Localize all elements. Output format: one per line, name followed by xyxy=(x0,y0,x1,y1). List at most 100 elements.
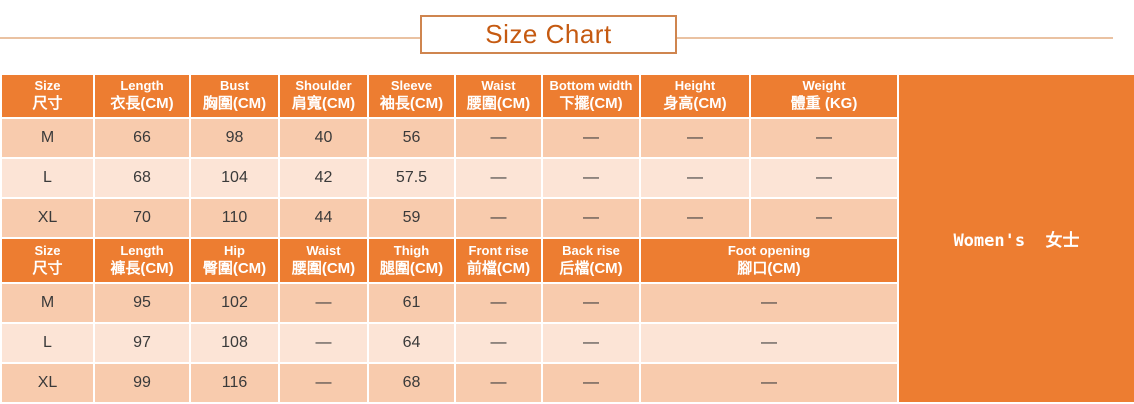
header-zh: 臀圍(CM) xyxy=(202,259,267,277)
table-cell: 95 xyxy=(93,281,191,324)
column-header-hip: Hip 臀圍(CM) xyxy=(189,237,280,284)
table-cell: 59 xyxy=(367,197,456,240)
table-cell: — xyxy=(541,197,641,240)
table-row-bottom-m: M 95 102 — 61 — — — xyxy=(0,281,1134,324)
header-zh: 肩寬(CM) xyxy=(291,95,356,113)
header-zh: 腰圍(CM) xyxy=(291,259,356,277)
table-row-bottom-xl: XL 99 116 — 68 — — — xyxy=(0,361,1134,404)
header-en: Length xyxy=(120,78,164,94)
header-zh: 尺寸 xyxy=(32,95,63,113)
table-cell: 104 xyxy=(189,157,280,200)
table-cell: — xyxy=(749,157,899,200)
header-zh: 身高(CM) xyxy=(663,95,727,113)
table-cell: — xyxy=(749,197,899,240)
table-cell: 61 xyxy=(367,281,456,324)
size-chart-table: Size 尺寸 Length 衣長(CM) Bust 胸圍(CM) Should… xyxy=(0,72,1134,404)
header-zh: 腰圍(CM) xyxy=(466,95,531,113)
header-zh: 腳口(CM) xyxy=(737,259,801,277)
header-en: Waist xyxy=(481,78,516,94)
table-cell: 68 xyxy=(93,157,191,200)
header-en: Back rise xyxy=(562,242,620,258)
table-row-top-xl: XL 70 110 44 59 — — — — xyxy=(0,197,1134,240)
header-zh: 尺寸 xyxy=(32,259,63,277)
header-en: Size xyxy=(34,242,61,258)
size-cell: L xyxy=(0,157,95,200)
column-header-front-rise: Front rise 前檔(CM) xyxy=(454,237,543,284)
table-cell: 70 xyxy=(93,197,191,240)
table-cell: — xyxy=(454,281,543,324)
page-title: Size Chart xyxy=(485,19,612,49)
header-en: Weight xyxy=(802,78,846,94)
header-en: Length xyxy=(120,242,164,258)
header-zh: 胸圍(CM) xyxy=(202,95,267,113)
header-en: Hip xyxy=(224,242,245,258)
table-cell: — xyxy=(454,117,543,160)
table-cell: 40 xyxy=(278,117,369,160)
table-cell: 64 xyxy=(367,321,456,364)
table-cell: 42 xyxy=(278,157,369,200)
table-cell: — xyxy=(541,321,641,364)
header-zh: 下擺(CM) xyxy=(559,95,623,113)
table-cell: — xyxy=(454,157,543,200)
column-header-sleeve: Sleeve 袖長(CM) xyxy=(367,72,456,120)
table-cell: — xyxy=(639,197,751,240)
header-en: Waist xyxy=(306,242,341,258)
table-cell: — xyxy=(278,361,369,404)
header-zh: 體重 (KG) xyxy=(790,95,858,113)
header-en: Thigh xyxy=(393,242,430,258)
bottom-header-row: Size 尺寸 Length 褲長(CM) Hip 臀圍(CM) Waist 腰… xyxy=(0,237,1134,284)
header-zh: 腿圍(CM) xyxy=(379,259,444,277)
table-cell: 108 xyxy=(189,321,280,364)
table-cell: 56 xyxy=(367,117,456,160)
column-header-pants-length: Length 褲長(CM) xyxy=(93,237,191,284)
column-header-waist: Waist 腰圍(CM) xyxy=(454,72,543,120)
header-en: Foot opening xyxy=(727,242,811,258)
table-cell: — xyxy=(639,117,751,160)
table-cell: — xyxy=(639,321,899,364)
header-en: Front rise xyxy=(468,242,529,258)
womens-panel: Women's 女士 xyxy=(897,73,1134,404)
table-cell: — xyxy=(278,281,369,324)
title-band: Size Chart xyxy=(0,0,1134,73)
table-cell: — xyxy=(541,281,641,324)
table-cell: 66 xyxy=(93,117,191,160)
size-cell: XL xyxy=(0,197,95,240)
size-cell: L xyxy=(0,321,95,364)
column-header-bust: Bust 胸圍(CM) xyxy=(189,72,280,120)
table-cell: 99 xyxy=(93,361,191,404)
table-cell: — xyxy=(639,361,899,404)
column-header-back-rise: Back rise 后檔(CM) xyxy=(541,237,641,284)
table-cell: — xyxy=(278,321,369,364)
header-en: Height xyxy=(674,78,716,94)
column-header-size: Size 尺寸 xyxy=(0,237,95,284)
table-cell: — xyxy=(639,157,751,200)
column-header-shoulder: Shoulder 肩寬(CM) xyxy=(278,72,369,120)
header-en: Size xyxy=(34,78,61,94)
size-cell: XL xyxy=(0,361,95,404)
column-header-weight: Weight 體重 (KG) xyxy=(749,72,899,120)
table-cell: 98 xyxy=(189,117,280,160)
table-cell: 110 xyxy=(189,197,280,240)
table-cell: 68 xyxy=(367,361,456,404)
table-row-top-l: L 68 104 42 57.5 — — — — xyxy=(0,157,1134,200)
table-row-bottom-l: L 97 108 — 64 — — — xyxy=(0,321,1134,364)
table-row-top-m: M 66 98 40 56 — — — — xyxy=(0,117,1134,160)
column-header-foot-opening: Foot opening 腳口(CM) xyxy=(639,237,899,284)
column-header-size: Size 尺寸 xyxy=(0,72,95,120)
header-zh: 衣長(CM) xyxy=(110,95,174,113)
header-zh: 前檔(CM) xyxy=(466,259,531,277)
table-cell: — xyxy=(541,117,641,160)
table-cell: 102 xyxy=(189,281,280,324)
table-cell: — xyxy=(749,117,899,160)
header-zh: 后檔(CM) xyxy=(559,259,623,277)
size-cell: M xyxy=(0,281,95,324)
table-cell: 97 xyxy=(93,321,191,364)
table-cell: 57.5 xyxy=(367,157,456,200)
size-cell: M xyxy=(0,117,95,160)
table-cell: 44 xyxy=(278,197,369,240)
top-header-row: Size 尺寸 Length 衣長(CM) Bust 胸圍(CM) Should… xyxy=(0,72,1134,404)
header-en: Sleeve xyxy=(390,78,433,94)
column-header-bottom-width: Bottom width 下擺(CM) xyxy=(541,72,641,120)
table-cell: — xyxy=(541,361,641,404)
header-zh: 褲長(CM) xyxy=(110,259,174,277)
